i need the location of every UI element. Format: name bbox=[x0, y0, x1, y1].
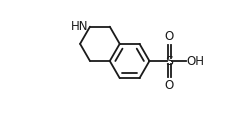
Text: O: O bbox=[165, 80, 174, 92]
Text: S: S bbox=[165, 55, 173, 67]
Text: OH: OH bbox=[186, 55, 204, 67]
Text: O: O bbox=[165, 30, 174, 42]
Text: HN: HN bbox=[71, 20, 89, 33]
